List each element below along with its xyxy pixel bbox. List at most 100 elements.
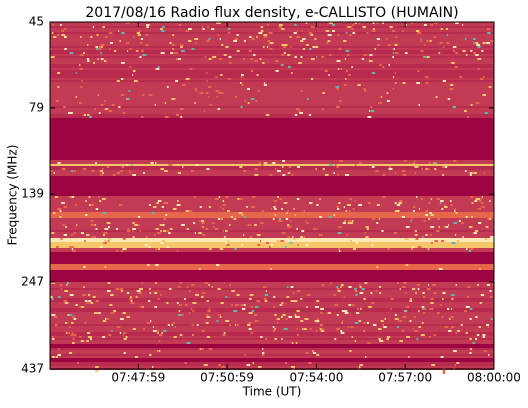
spectrogram-speckle [382, 174, 386, 176]
spectrogram-speckle [436, 212, 441, 214]
spectrogram-speckle [177, 214, 182, 216]
spectrogram-speckle [225, 320, 230, 322]
spectrogram-row [50, 204, 494, 206]
spectrogram-speckle [148, 354, 152, 356]
spectrogram-speckle [338, 202, 341, 204]
spectrogram-speckle [256, 36, 258, 38]
spectrogram-row [50, 358, 494, 360]
spectrogram-speckle [246, 364, 251, 366]
spectrogram-speckle [108, 110, 113, 112]
spectrogram-speckle [343, 296, 345, 298]
spectrogram-speckle [138, 224, 140, 226]
spectrogram-speckle [281, 338, 283, 340]
spectrogram-speckle [159, 244, 163, 246]
spectrogram-speckle [90, 36, 93, 38]
spectrogram-speckle [176, 302, 179, 304]
spectrogram-speckle [346, 26, 349, 28]
y-tick-label: 45 [29, 15, 44, 29]
spectrogram-row [50, 316, 494, 318]
spectrogram-speckle [249, 236, 253, 238]
spectrogram-speckle [125, 164, 129, 166]
spectrogram-speckle [96, 34, 99, 36]
spectrogram-speckle [394, 318, 399, 320]
spectrogram-row [50, 246, 494, 248]
spectrogram-speckle [61, 168, 66, 170]
spectrogram-speckle [261, 354, 265, 356]
spectrogram-row [50, 66, 494, 68]
spectrogram-speckle [69, 52, 74, 54]
spectrogram-row [50, 306, 494, 308]
spectrogram-speckle [258, 162, 262, 164]
spectrogram-speckle [418, 326, 421, 328]
spectrogram-speckle [276, 240, 280, 242]
spectrogram-speckle [58, 348, 60, 350]
spectrogram-speckle [86, 340, 89, 342]
spectrogram-speckle [354, 200, 356, 202]
spectrogram-speckle [285, 318, 288, 320]
spectrogram-speckle [370, 292, 373, 294]
spectrogram-speckle [282, 314, 286, 316]
spectrogram-speckle [171, 98, 176, 100]
spectrogram-speckle [147, 300, 151, 302]
spectrogram-speckle [459, 76, 462, 78]
spectrogram-speckle [451, 326, 455, 328]
spectrogram-speckle [268, 246, 271, 248]
spectrogram-speckle [98, 48, 102, 50]
spectrogram-speckle [248, 322, 252, 324]
spectrogram-speckle [207, 310, 210, 312]
spectrogram-speckle [137, 34, 141, 36]
spectrogram-row [50, 260, 494, 262]
spectrogram-row [50, 156, 494, 158]
spectrogram-speckle [176, 204, 181, 206]
spectrogram-speckle [150, 320, 152, 322]
spectrogram-row [50, 330, 494, 332]
spectrogram-speckle [218, 22, 221, 24]
spectrogram-speckle [196, 324, 199, 326]
x-tick-label: 07:50:59 [200, 371, 254, 385]
spectrogram-speckle [348, 210, 351, 212]
spectrogram-row [50, 40, 494, 42]
spectrogram-row [50, 206, 494, 208]
spectrogram-speckle [201, 222, 205, 224]
spectrogram-speckle [236, 294, 240, 296]
spectrogram-speckle [123, 338, 127, 340]
spectrogram-speckle [408, 356, 410, 358]
spectrogram-speckle [221, 218, 223, 220]
spectrogram-speckle [179, 238, 184, 240]
spectrogram-speckle [208, 284, 210, 286]
spectrogram-speckle [260, 164, 264, 166]
spectrogram-speckle [140, 38, 144, 40]
spectrogram-speckle [416, 82, 420, 84]
spectrogram-speckle [285, 362, 288, 364]
spectrogram-row [50, 346, 494, 348]
spectrogram-speckle [280, 316, 284, 318]
spectrogram-speckle [250, 332, 253, 334]
spectrogram-speckle [327, 312, 332, 314]
x-tick-label: 07:47:59 [111, 371, 165, 385]
spectrogram-speckle [420, 334, 425, 336]
spectrogram-speckle [73, 232, 76, 234]
spectrogram-speckle [64, 322, 68, 324]
spectrogram-speckle [308, 32, 313, 34]
spectrogram-speckle [386, 38, 388, 40]
spectrogram-speckle [122, 112, 126, 114]
spectrogram-speckle [264, 82, 266, 84]
spectrogram-speckle [53, 316, 58, 318]
spectrogram-row [50, 318, 494, 320]
spectrogram-speckle [479, 302, 482, 304]
spectrogram-speckle [336, 166, 339, 168]
spectrogram-row [50, 132, 494, 134]
spectrogram-speckle [296, 290, 301, 292]
spectrogram-speckle [111, 104, 115, 106]
spectrogram-speckle [336, 314, 339, 316]
spectrogram-speckle [113, 310, 117, 312]
spectrogram-speckle [60, 238, 63, 240]
spectrogram-speckle [75, 72, 77, 74]
spectrogram-speckle [263, 162, 268, 164]
spectrogram-speckle [71, 332, 74, 334]
x-tick-label: 07:57:00 [378, 371, 432, 385]
spectrogram-speckle [390, 308, 392, 310]
spectrogram-speckle [435, 162, 437, 164]
spectrogram-speckle [204, 282, 209, 284]
spectrogram-row [50, 222, 494, 224]
